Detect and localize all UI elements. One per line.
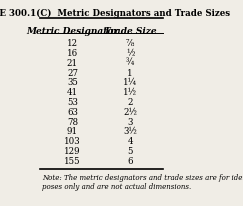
Text: 27: 27 xyxy=(67,68,78,77)
Text: 5: 5 xyxy=(127,146,133,155)
Text: 3½: 3½ xyxy=(123,127,137,136)
Text: Trade Size: Trade Size xyxy=(104,27,156,36)
Text: 1: 1 xyxy=(127,68,133,77)
Text: Note: The metric designators and trade sizes are for identification pur-
poses o: Note: The metric designators and trade s… xyxy=(42,173,243,190)
Text: Metric Designator: Metric Designator xyxy=(26,27,119,36)
Text: 35: 35 xyxy=(67,78,78,87)
Text: 155: 155 xyxy=(64,156,81,165)
Text: 41: 41 xyxy=(67,88,78,97)
Text: 91: 91 xyxy=(67,127,78,136)
Text: 3: 3 xyxy=(127,117,133,126)
Text: TABLE 300.1(C)  Metric Designators and Trade Sizes: TABLE 300.1(C) Metric Designators and Tr… xyxy=(0,8,230,18)
Text: ¾: ¾ xyxy=(126,59,134,67)
Text: 103: 103 xyxy=(64,137,81,145)
Text: 4: 4 xyxy=(127,137,133,145)
Text: 53: 53 xyxy=(67,97,78,107)
Text: 21: 21 xyxy=(67,59,78,67)
Text: ½: ½ xyxy=(126,49,134,58)
Text: 129: 129 xyxy=(64,146,81,155)
Text: 2: 2 xyxy=(127,97,133,107)
Text: ⅞: ⅞ xyxy=(126,39,134,48)
Text: 6: 6 xyxy=(127,156,133,165)
Text: 78: 78 xyxy=(67,117,78,126)
Text: 12: 12 xyxy=(67,39,78,48)
Text: 1¼: 1¼ xyxy=(123,78,137,87)
Text: 16: 16 xyxy=(67,49,78,58)
Text: 1½: 1½ xyxy=(123,88,137,97)
Text: 2½: 2½ xyxy=(123,107,137,116)
Text: 63: 63 xyxy=(67,107,78,116)
